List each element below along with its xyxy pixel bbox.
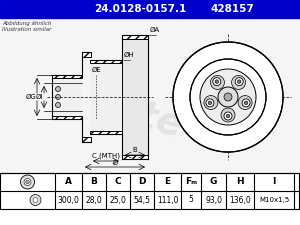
Bar	[122, 39, 148, 155]
Circle shape	[56, 94, 61, 99]
Text: E: E	[164, 178, 171, 187]
Bar	[0, 173, 300, 209]
Text: 25,0: 25,0	[110, 196, 126, 205]
Bar	[122, 155, 148, 159]
Bar	[122, 35, 148, 39]
Text: 54,5: 54,5	[134, 196, 151, 205]
Text: 300,0: 300,0	[58, 196, 80, 205]
Text: 428157: 428157	[210, 4, 254, 14]
Text: ØE: ØE	[92, 67, 102, 73]
Text: G: G	[210, 178, 217, 187]
Circle shape	[224, 93, 232, 101]
Circle shape	[33, 198, 38, 203]
Bar	[0, 18, 300, 173]
Text: ØG: ØG	[25, 94, 36, 100]
Circle shape	[200, 69, 256, 125]
Circle shape	[213, 78, 221, 86]
Text: C (MTH): C (MTH)	[92, 153, 120, 159]
Bar	[52, 75, 82, 78]
Circle shape	[242, 99, 250, 107]
Text: 111,0: 111,0	[157, 196, 178, 205]
Bar	[82, 137, 91, 142]
Circle shape	[210, 75, 224, 90]
Text: ØI: ØI	[36, 94, 43, 100]
Text: 24.0128-0157.1: 24.0128-0157.1	[94, 4, 186, 14]
Text: H: H	[236, 178, 244, 187]
Circle shape	[218, 87, 238, 107]
Circle shape	[244, 101, 248, 105]
Bar	[52, 116, 82, 119]
Text: 136,0: 136,0	[229, 196, 251, 205]
Circle shape	[24, 178, 31, 185]
Circle shape	[237, 80, 241, 83]
Circle shape	[235, 78, 243, 86]
Text: B: B	[133, 147, 137, 153]
Circle shape	[224, 112, 232, 120]
Circle shape	[232, 75, 246, 90]
Text: ØA: ØA	[150, 27, 160, 33]
Text: I: I	[272, 178, 276, 187]
Circle shape	[204, 96, 218, 110]
Circle shape	[226, 114, 230, 118]
Text: ØH: ØH	[124, 52, 135, 58]
Text: C: C	[115, 178, 121, 187]
Circle shape	[238, 96, 252, 110]
Circle shape	[30, 194, 41, 205]
Text: M10x1,5: M10x1,5	[259, 197, 289, 203]
Bar	[90, 60, 122, 63]
Text: Abbildung ähnlich
Illustration similar: Abbildung ähnlich Illustration similar	[2, 21, 51, 32]
Circle shape	[190, 59, 266, 135]
Bar	[52, 78, 82, 116]
Bar	[90, 131, 122, 134]
Text: D: D	[112, 160, 118, 166]
Bar	[90, 63, 122, 131]
Text: 93,0: 93,0	[205, 196, 222, 205]
Text: B: B	[91, 178, 98, 187]
Circle shape	[215, 80, 219, 83]
Text: 5: 5	[189, 196, 194, 205]
Circle shape	[208, 101, 212, 105]
Text: A: A	[65, 178, 72, 187]
Circle shape	[206, 99, 214, 107]
Text: Fₘ: Fₘ	[185, 178, 197, 187]
Text: D: D	[138, 178, 146, 187]
Bar	[0, 0, 300, 18]
Text: 28,0: 28,0	[85, 196, 102, 205]
Circle shape	[221, 108, 235, 122]
Text: ate: ate	[109, 90, 187, 146]
Bar	[82, 52, 91, 57]
Circle shape	[56, 103, 61, 108]
Circle shape	[56, 86, 61, 92]
Circle shape	[173, 42, 283, 152]
Circle shape	[20, 175, 34, 189]
Circle shape	[26, 180, 29, 184]
